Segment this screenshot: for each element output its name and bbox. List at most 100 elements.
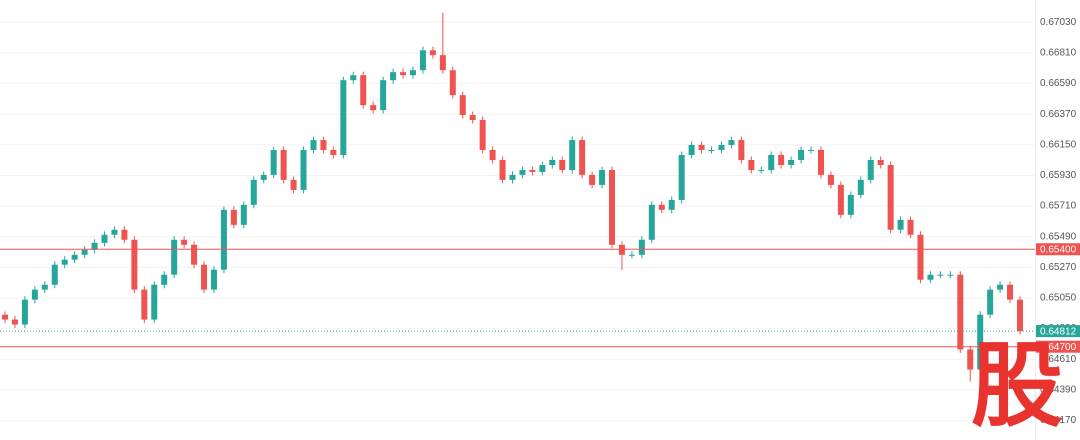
- candle-body: [400, 72, 407, 76]
- candle-body: [817, 149, 824, 175]
- candle-body: [519, 170, 526, 175]
- candle-body: [509, 174, 516, 180]
- candle-body: [449, 70, 456, 96]
- candle-body: [210, 269, 217, 290]
- y-tick-label: 0.65490: [1040, 231, 1077, 242]
- candle-body: [768, 154, 775, 171]
- y-tick-label: 0.64390: [1040, 385, 1077, 396]
- candle-body: [967, 349, 974, 370]
- candle-body: [11, 319, 18, 325]
- candle-body: [290, 179, 297, 190]
- candle-body: [589, 174, 596, 185]
- candle-body: [81, 249, 88, 255]
- candle-body: [947, 274, 954, 276]
- candle-body: [708, 149, 715, 151]
- candle-body: [151, 284, 158, 320]
- candle-body: [131, 239, 138, 290]
- candle-body: [479, 120, 486, 150]
- candle-body: [678, 154, 685, 200]
- candle-body: [559, 159, 566, 171]
- candle-body: [51, 264, 58, 285]
- candle-body: [748, 159, 755, 171]
- candle-body: [758, 170, 765, 172]
- y-tick-label: 0.64170: [1040, 415, 1077, 426]
- price-label-box: [1036, 243, 1080, 256]
- candle-body: [827, 174, 834, 185]
- candle-body: [957, 274, 964, 350]
- candle-body: [499, 159, 506, 180]
- candle-body: [887, 165, 894, 230]
- candle-body: [857, 179, 864, 195]
- candle-body: [270, 149, 277, 175]
- candle-body: [320, 140, 327, 150]
- candle-body: [599, 170, 606, 185]
- candle-body: [101, 234, 108, 243]
- price-label-box: [1036, 325, 1080, 338]
- candle-body: [688, 144, 695, 155]
- candle-body: [579, 140, 586, 175]
- candle-body: [1007, 284, 1014, 300]
- candle-body: [141, 289, 148, 320]
- candle-body: [638, 239, 645, 255]
- candle-body: [220, 209, 227, 270]
- candle-body: [658, 204, 665, 210]
- candle-body: [469, 115, 476, 121]
- price-label: 0.64700: [1040, 342, 1077, 353]
- candle-body: [161, 274, 168, 285]
- candle-body: [718, 144, 725, 150]
- candle-body: [419, 50, 426, 71]
- candle-body: [41, 284, 48, 290]
- candle-body: [240, 204, 247, 225]
- price-label-box: [1036, 340, 1080, 353]
- y-tick-label: 0.65710: [1040, 201, 1077, 212]
- candle-body: [987, 289, 994, 315]
- candle-body: [847, 194, 854, 215]
- candle-body: [917, 234, 924, 280]
- y-tick-label: 0.66370: [1040, 109, 1077, 120]
- candle-body: [569, 140, 576, 171]
- candle-body: [429, 50, 436, 56]
- candle-body: [997, 284, 1004, 290]
- candle-body: [1017, 299, 1023, 332]
- candle-body: [390, 72, 397, 81]
- candle-body: [808, 149, 815, 151]
- candle-body: [300, 149, 307, 190]
- y-tick-label: 0.65270: [1040, 262, 1077, 273]
- candle-body: [698, 144, 705, 150]
- candle-body: [977, 314, 984, 370]
- candle-body: [609, 170, 616, 245]
- candle-body: [191, 244, 198, 265]
- candle-body: [778, 154, 785, 165]
- price-label: 0.65400: [1040, 244, 1077, 255]
- candle-body: [877, 159, 884, 165]
- candle-body: [2, 314, 8, 320]
- candle-body: [668, 199, 675, 210]
- candle-body: [111, 229, 118, 235]
- candle-body: [897, 219, 904, 230]
- candle-body: [121, 229, 128, 240]
- candle-body: [260, 174, 267, 180]
- candle-body: [798, 149, 805, 160]
- candle-body: [350, 75, 357, 81]
- candle-body: [330, 149, 337, 155]
- candle-body: [529, 170, 536, 172]
- y-tick-label: 0.67030: [1040, 17, 1077, 28]
- y-tick-label: 0.64610: [1040, 354, 1077, 365]
- candle-body: [280, 149, 287, 180]
- candle-body: [230, 209, 237, 225]
- candle-body: [439, 55, 446, 71]
- candle-body: [788, 159, 795, 165]
- candle-body: [907, 219, 914, 235]
- y-tick-label: 0.66810: [1040, 48, 1077, 59]
- candle-body: [409, 70, 416, 76]
- candle-body: [867, 159, 874, 180]
- y-tick-label: 0.66590: [1040, 78, 1077, 89]
- candle-body: [728, 140, 735, 145]
- y-tick-label: 0.66150: [1040, 139, 1077, 150]
- candle-body: [31, 289, 38, 300]
- candle-body: [250, 179, 257, 205]
- y-tick-label: 0.65930: [1040, 170, 1077, 181]
- candle-body: [360, 75, 367, 106]
